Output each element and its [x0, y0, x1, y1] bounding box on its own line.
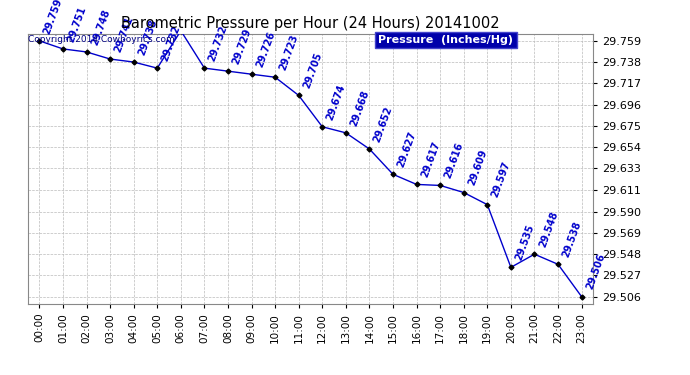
Text: 29.705: 29.705 — [302, 51, 324, 90]
Text: 29.732: 29.732 — [207, 24, 229, 63]
Text: 29.748: 29.748 — [89, 8, 112, 46]
Text: 29.506: 29.506 — [584, 252, 607, 291]
Text: 29.538: 29.538 — [561, 220, 583, 259]
Text: 29.723: 29.723 — [278, 33, 300, 72]
Text: 29.759: 29.759 — [42, 0, 64, 35]
Title: Barometric Pressure per Hour (24 Hours) 20141002: Barometric Pressure per Hour (24 Hours) … — [121, 16, 500, 31]
Text: 29.741: 29.741 — [113, 15, 135, 54]
Text: 29.668: 29.668 — [348, 88, 371, 127]
Text: 29.535: 29.535 — [513, 223, 536, 262]
Text: 29.597: 29.597 — [490, 160, 512, 199]
Text: 29.726: 29.726 — [255, 30, 277, 69]
Text: 29.616: 29.616 — [443, 141, 465, 180]
Text: Pressure  (Inches/Hg): Pressure (Inches/Hg) — [378, 35, 513, 45]
Text: 29.769: 29.769 — [0, 374, 1, 375]
Text: 29.751: 29.751 — [66, 5, 88, 44]
Text: 29.652: 29.652 — [372, 105, 395, 144]
Text: 29.738: 29.738 — [137, 18, 159, 57]
Text: 29.609: 29.609 — [466, 148, 489, 187]
Text: 29.617: 29.617 — [420, 140, 442, 179]
Text: 29.732: 29.732 — [160, 24, 182, 63]
Text: 29.674: 29.674 — [325, 82, 347, 121]
Text: 29.548: 29.548 — [538, 210, 560, 249]
Text: 29.627: 29.627 — [396, 130, 418, 169]
Text: 29.729: 29.729 — [230, 27, 253, 66]
Text: Copyright 2014 Cowboyrics.com: Copyright 2014 Cowboyrics.com — [28, 35, 175, 44]
